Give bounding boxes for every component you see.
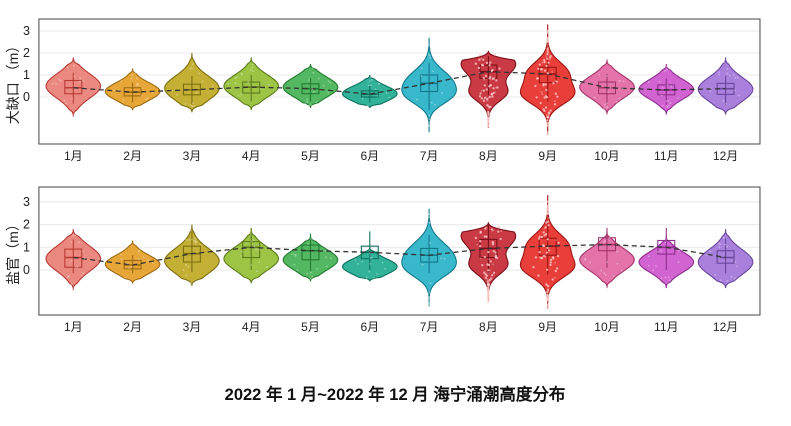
- svg-text:1月: 1月: [64, 320, 83, 334]
- svg-text:12月: 12月: [713, 149, 738, 163]
- svg-text:3: 3: [23, 24, 30, 38]
- svg-text:3月: 3月: [183, 320, 202, 334]
- svg-text:4月: 4月: [242, 149, 261, 163]
- svg-text:12月: 12月: [713, 320, 738, 334]
- svg-text:2: 2: [23, 46, 30, 60]
- svg-text:7月: 7月: [420, 149, 439, 163]
- svg-text:4月: 4月: [242, 320, 261, 334]
- svg-text:1: 1: [23, 240, 30, 254]
- svg-text:1: 1: [23, 68, 30, 82]
- svg-text:0: 0: [23, 90, 30, 104]
- svg-text:11月: 11月: [654, 320, 678, 334]
- svg-text:1月: 1月: [64, 149, 83, 163]
- svg-text:9月: 9月: [538, 149, 557, 163]
- svg-text:2022 年 1 月~2022 年 12 月 海宁涌潮高度分: 2022 年 1 月~2022 年 12 月 海宁涌潮高度分布: [225, 384, 566, 404]
- svg-text:大缺口 （m）: 大缺口 （m）: [5, 39, 21, 125]
- svg-text:9月: 9月: [538, 320, 557, 334]
- svg-text:10月: 10月: [594, 149, 619, 163]
- svg-text:0: 0: [23, 263, 30, 277]
- svg-text:3月: 3月: [183, 149, 202, 163]
- svg-text:10月: 10月: [594, 320, 619, 334]
- svg-text:2: 2: [23, 218, 30, 232]
- svg-text:8月: 8月: [479, 149, 498, 163]
- svg-text:盐官（m）: 盐官（m）: [5, 217, 21, 285]
- svg-text:5月: 5月: [301, 320, 320, 334]
- svg-text:8月: 8月: [479, 320, 498, 334]
- svg-text:3: 3: [23, 195, 30, 209]
- svg-text:11月: 11月: [654, 149, 678, 163]
- svg-text:2月: 2月: [123, 149, 142, 163]
- svg-text:6月: 6月: [360, 320, 379, 334]
- svg-text:7月: 7月: [420, 320, 439, 334]
- svg-text:6月: 6月: [360, 149, 379, 163]
- svg-text:5月: 5月: [301, 149, 320, 163]
- svg-text:2月: 2月: [123, 320, 142, 334]
